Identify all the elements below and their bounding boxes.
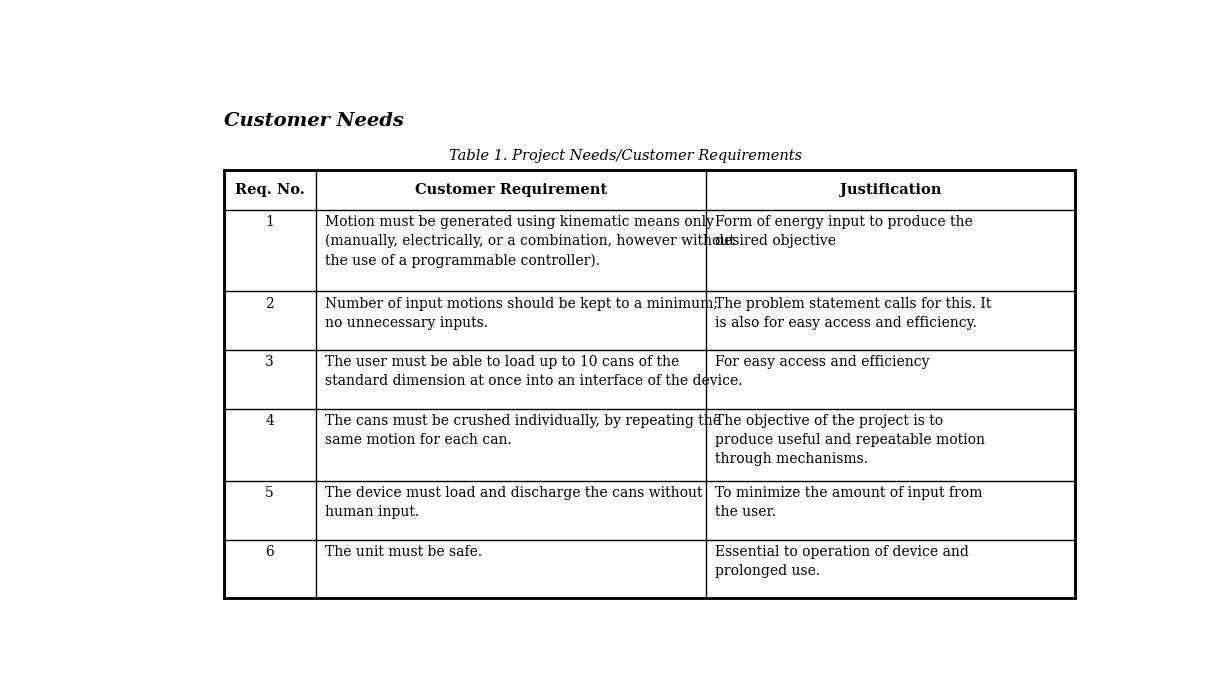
Text: The device must load and discharge the cans without
human input.: The device must load and discharge the c… [325,486,702,519]
Text: Essential to operation of device and
prolonged use.: Essential to operation of device and pro… [716,545,969,578]
Text: The problem statement calls for this. It
is also for easy access and efficiency.: The problem statement calls for this. It… [716,297,991,330]
Text: For easy access and efficiency: For easy access and efficiency [716,355,929,370]
Text: Motion must be generated using kinematic means only
(manually, electrically, or : Motion must be generated using kinematic… [325,215,735,268]
Text: Form of energy input to produce the
desired objective: Form of energy input to produce the desi… [716,215,973,248]
Bar [223,170,1076,598]
Text: Customer Requirement: Customer Requirement [415,183,607,196]
Text: Req. No.: Req. No. [234,183,304,196]
Text: 4: 4 [265,414,274,428]
Text: The unit must be safe.: The unit must be safe. [325,545,482,559]
Text: 5: 5 [265,486,274,500]
Text: Table 1. Project Needs/Customer Requirements: Table 1. Project Needs/Customer Requirem… [449,148,802,163]
Text: To minimize the amount of input from
the user.: To minimize the amount of input from the… [716,486,983,519]
Text: Number of input motions should be kept to a minimum;
no unnecessary inputs.: Number of input motions should be kept t… [325,297,718,330]
Text: Customer Needs: Customer Needs [223,111,403,130]
Text: 3: 3 [265,355,274,370]
Text: 6: 6 [265,545,274,559]
Text: The user must be able to load up to 10 cans of the
standard dimension at once in: The user must be able to load up to 10 c… [325,355,742,388]
Text: Justification: Justification [840,183,941,196]
Text: 1: 1 [265,215,274,229]
Text: The objective of the project is to
produce useful and repeatable motion
through : The objective of the project is to produ… [716,414,985,466]
Text: The cans must be crushed individually, by repeating the
same motion for each can: The cans must be crushed individually, b… [325,414,722,447]
Text: 2: 2 [265,297,274,311]
